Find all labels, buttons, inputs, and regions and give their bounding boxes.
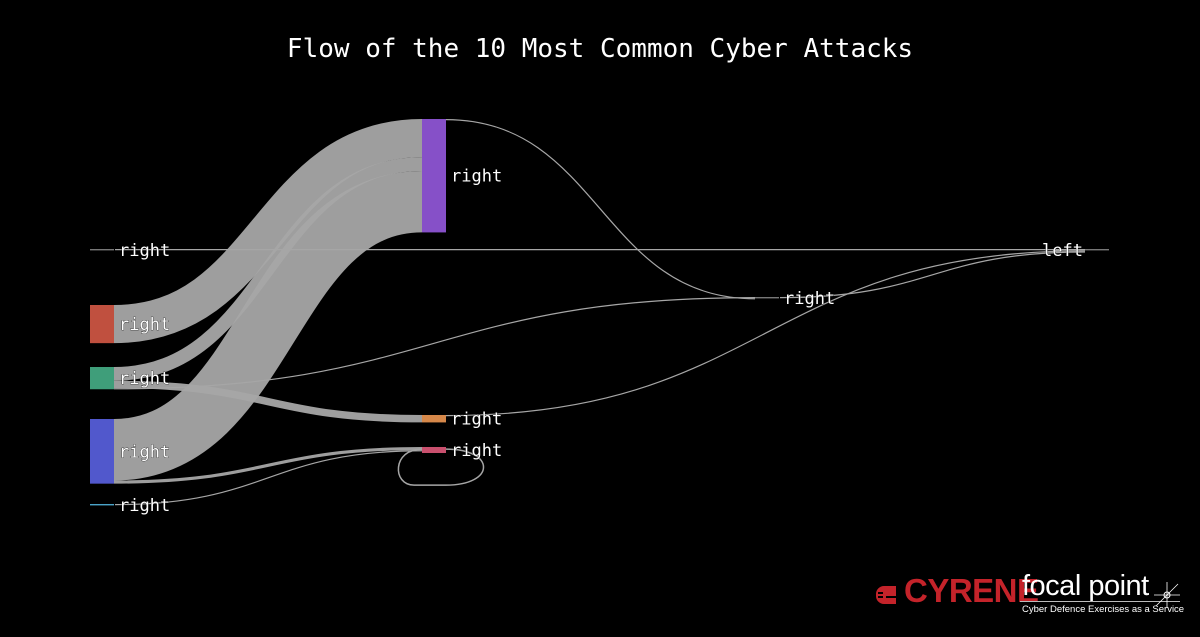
link-mitm-to-xss — [445, 250, 1086, 417]
label-malware: right — [119, 369, 170, 389]
link-driveby-to-xss — [779, 251, 1086, 299]
node-mitm — [422, 415, 446, 423]
focal-point-tagline: Cyber Defence Exercises as a Service — [1022, 604, 1185, 615]
node-malware — [90, 367, 114, 390]
label-xss: left — [1042, 241, 1083, 261]
label-ransomware: right — [119, 315, 170, 335]
node-phishing — [90, 419, 114, 484]
node-ddos — [422, 119, 446, 233]
cyrene-logo-icon — [876, 586, 896, 604]
node-xss — [1085, 249, 1109, 251]
node-password — [90, 249, 114, 251]
sankey-labels: right right right right right right right right… — [119, 166, 1084, 516]
link-zeroday-to-zeroday — [397, 448, 485, 486]
label-driveby: right — [784, 289, 835, 309]
label-sql: right — [119, 496, 170, 516]
link-sql-to-zeroday — [114, 450, 423, 506]
crosshair-star-icon — [1154, 582, 1180, 608]
label-password: right — [119, 241, 170, 261]
link-phishing-to-zeroday — [113, 447, 423, 484]
label-zeroday: right — [451, 441, 502, 461]
cyrene-logo-text: CYRENE — [904, 572, 1039, 609]
label-mitm: right — [451, 410, 502, 430]
link-phishing-to-ddos — [112, 170, 424, 481]
link-malware-to-driveby — [113, 297, 756, 390]
node-sql — [90, 504, 114, 506]
chart-title: Flow of the 10 Most Common Cyber Attacks — [287, 34, 913, 64]
link-ddos-to-driveby — [445, 119, 756, 300]
label-phishing: right — [119, 442, 170, 462]
node-ransomware — [90, 305, 114, 344]
label-ddos: right — [451, 167, 502, 187]
node-zeroday — [422, 447, 446, 453]
focal-point-logo-text: focal point — [1022, 570, 1149, 602]
sankey-links — [112, 119, 1086, 506]
sankey-nodes — [90, 119, 1109, 506]
link-malware-to-mitm — [113, 380, 423, 423]
node-driveby — [755, 297, 779, 299]
focal-point-divider — [1020, 601, 1180, 602]
link-ransomware-to-ddos — [113, 119, 423, 344]
